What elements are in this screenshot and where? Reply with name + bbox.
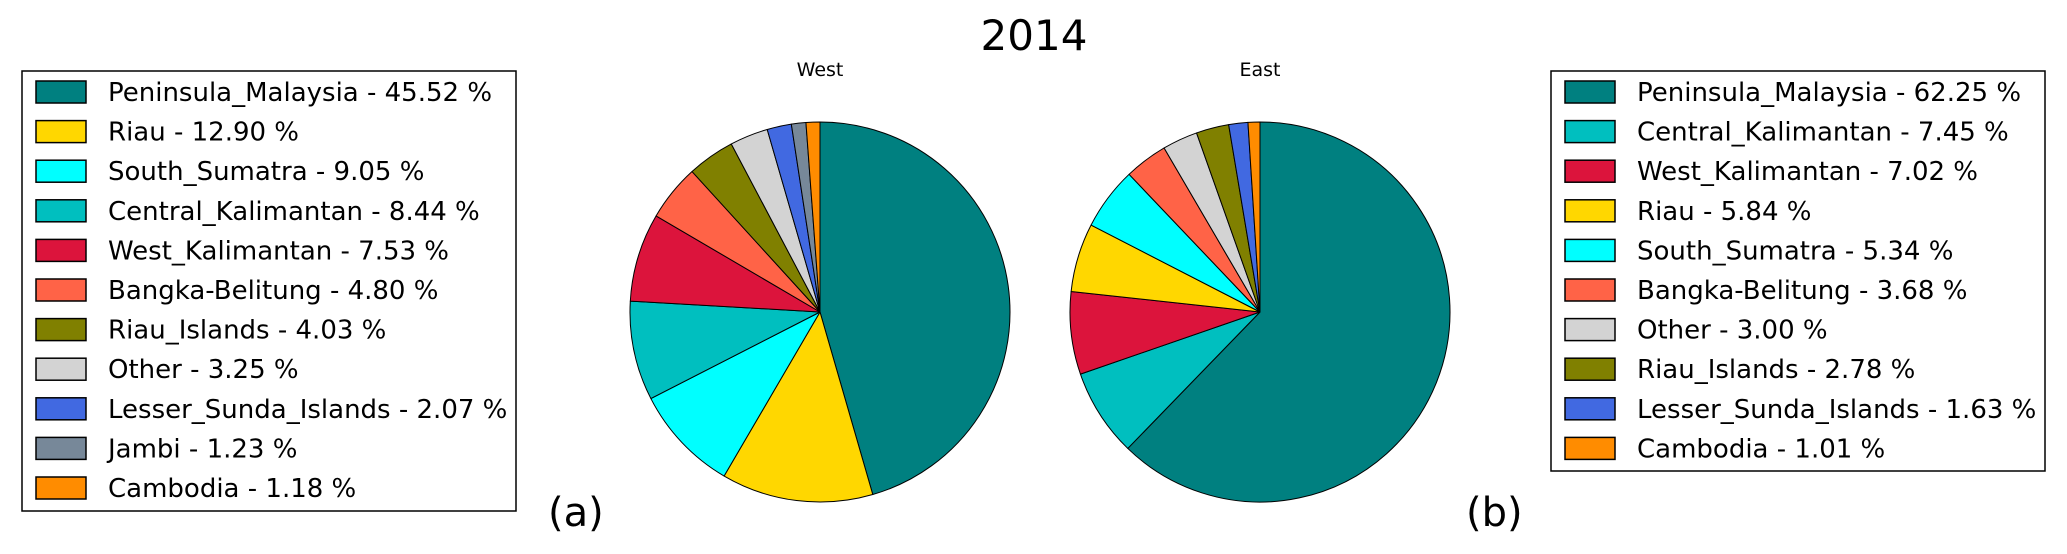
legend-east: Peninsula_Malaysia - 62.25 % Central_Kali…	[1550, 70, 2046, 472]
pie-west-slice-south-sumatra	[650, 311, 821, 477]
legend-west-label: Lesser_Sunda_Islands - 2.07 %	[108, 395, 507, 425]
legend-east-swatch	[1564, 159, 1616, 183]
pie-west-slice-peninsula-malaysia	[819, 121, 1011, 496]
legend-west-swatch	[35, 80, 87, 104]
pie-west-title: West	[797, 59, 844, 81]
legend-west-label: West_Kalimantan - 7.53 %	[108, 236, 449, 266]
legend-east-label: Riau_Islands - 2.78 %	[1637, 355, 1915, 385]
legend-east-swatch	[1564, 436, 1616, 461]
legend-west-swatch	[35, 357, 87, 381]
legend-east-swatch	[1564, 80, 1616, 104]
legend-east-label: South_Sumatra - 5.34 %	[1637, 236, 1953, 266]
legend-west-label: Jambi - 1.23 %	[106, 434, 297, 464]
legend-east-swatch	[1564, 199, 1616, 223]
legend-east-label: Other - 3.00 %	[1637, 316, 1828, 346]
pie-west-slice-riau	[723, 311, 874, 503]
legend-west-label: Central_Kalimantan - 8.44 %	[108, 197, 480, 227]
legend-west-swatch	[35, 159, 87, 183]
legend-west-swatch	[35, 397, 87, 421]
pie-west	[629, 121, 1011, 503]
legend-west: Peninsula_Malaysia - 45.52 % Riau - 12.90…	[21, 70, 517, 512]
legend-west-label: Riau_Islands - 4.03 %	[108, 316, 386, 346]
legend-east-frame	[1550, 70, 2046, 472]
legend-east-swatch	[1564, 238, 1616, 263]
legend-west-frame	[21, 70, 517, 512]
legend-east-swatch	[1564, 119, 1616, 144]
legend-west-swatch	[35, 199, 87, 223]
pie-west-slice-central-kalimantan	[629, 300, 821, 400]
legend-west-label: South_Sumatra - 9.05 %	[108, 157, 424, 187]
legend-east-label: West_Kalimantan - 7.02 %	[1637, 157, 1978, 187]
legend-west-label: Riau - 12.90 %	[108, 118, 299, 148]
legend-east-swatch	[1564, 397, 1616, 421]
legend-west-swatch	[35, 278, 87, 302]
panel-label-b: (b)	[1466, 490, 1523, 536]
legend-west-swatch	[35, 238, 87, 263]
figure-title: 2014	[981, 11, 1088, 60]
legend-west-label: Peninsula_Malaysia - 45.52 %	[108, 78, 492, 108]
legend-west-swatch	[35, 119, 87, 144]
legend-west-swatch	[35, 436, 87, 461]
legend-east-swatch	[1564, 357, 1616, 381]
legend-west-label: Other - 3.25 %	[108, 355, 299, 385]
pie-east-slice-cambodia	[1247, 121, 1261, 313]
pie-east-title: East	[1240, 59, 1281, 81]
legend-east-label: Peninsula_Malaysia - 62.25 %	[1637, 78, 2021, 108]
pie-east-slice-peninsula-malaysia	[1127, 121, 1451, 503]
legend-west-swatch	[35, 476, 87, 500]
panel-label-a: (a)	[548, 490, 604, 536]
legend-west-swatch	[35, 317, 87, 342]
legend-west-label: Cambodia - 1.18 %	[108, 474, 356, 504]
legend-east-label: Lesser_Sunda_Islands - 1.63 %	[1637, 395, 2036, 425]
legend-east-label: Central_Kalimantan - 7.45 %	[1637, 118, 2009, 148]
legend-west-label: Bangka-Belitung - 4.80 %	[108, 276, 438, 306]
legend-east-label: Cambodia - 1.01 %	[1637, 434, 1885, 464]
legend-east-swatch	[1564, 317, 1616, 342]
legend-east-label: Bangka-Belitung - 3.68 %	[1637, 276, 1967, 306]
pie-west-slice-cambodia	[805, 121, 821, 313]
legend-east-label: Riau - 5.84 %	[1637, 197, 1811, 227]
legend-east-swatch	[1564, 278, 1616, 302]
pie-east	[1069, 121, 1451, 503]
